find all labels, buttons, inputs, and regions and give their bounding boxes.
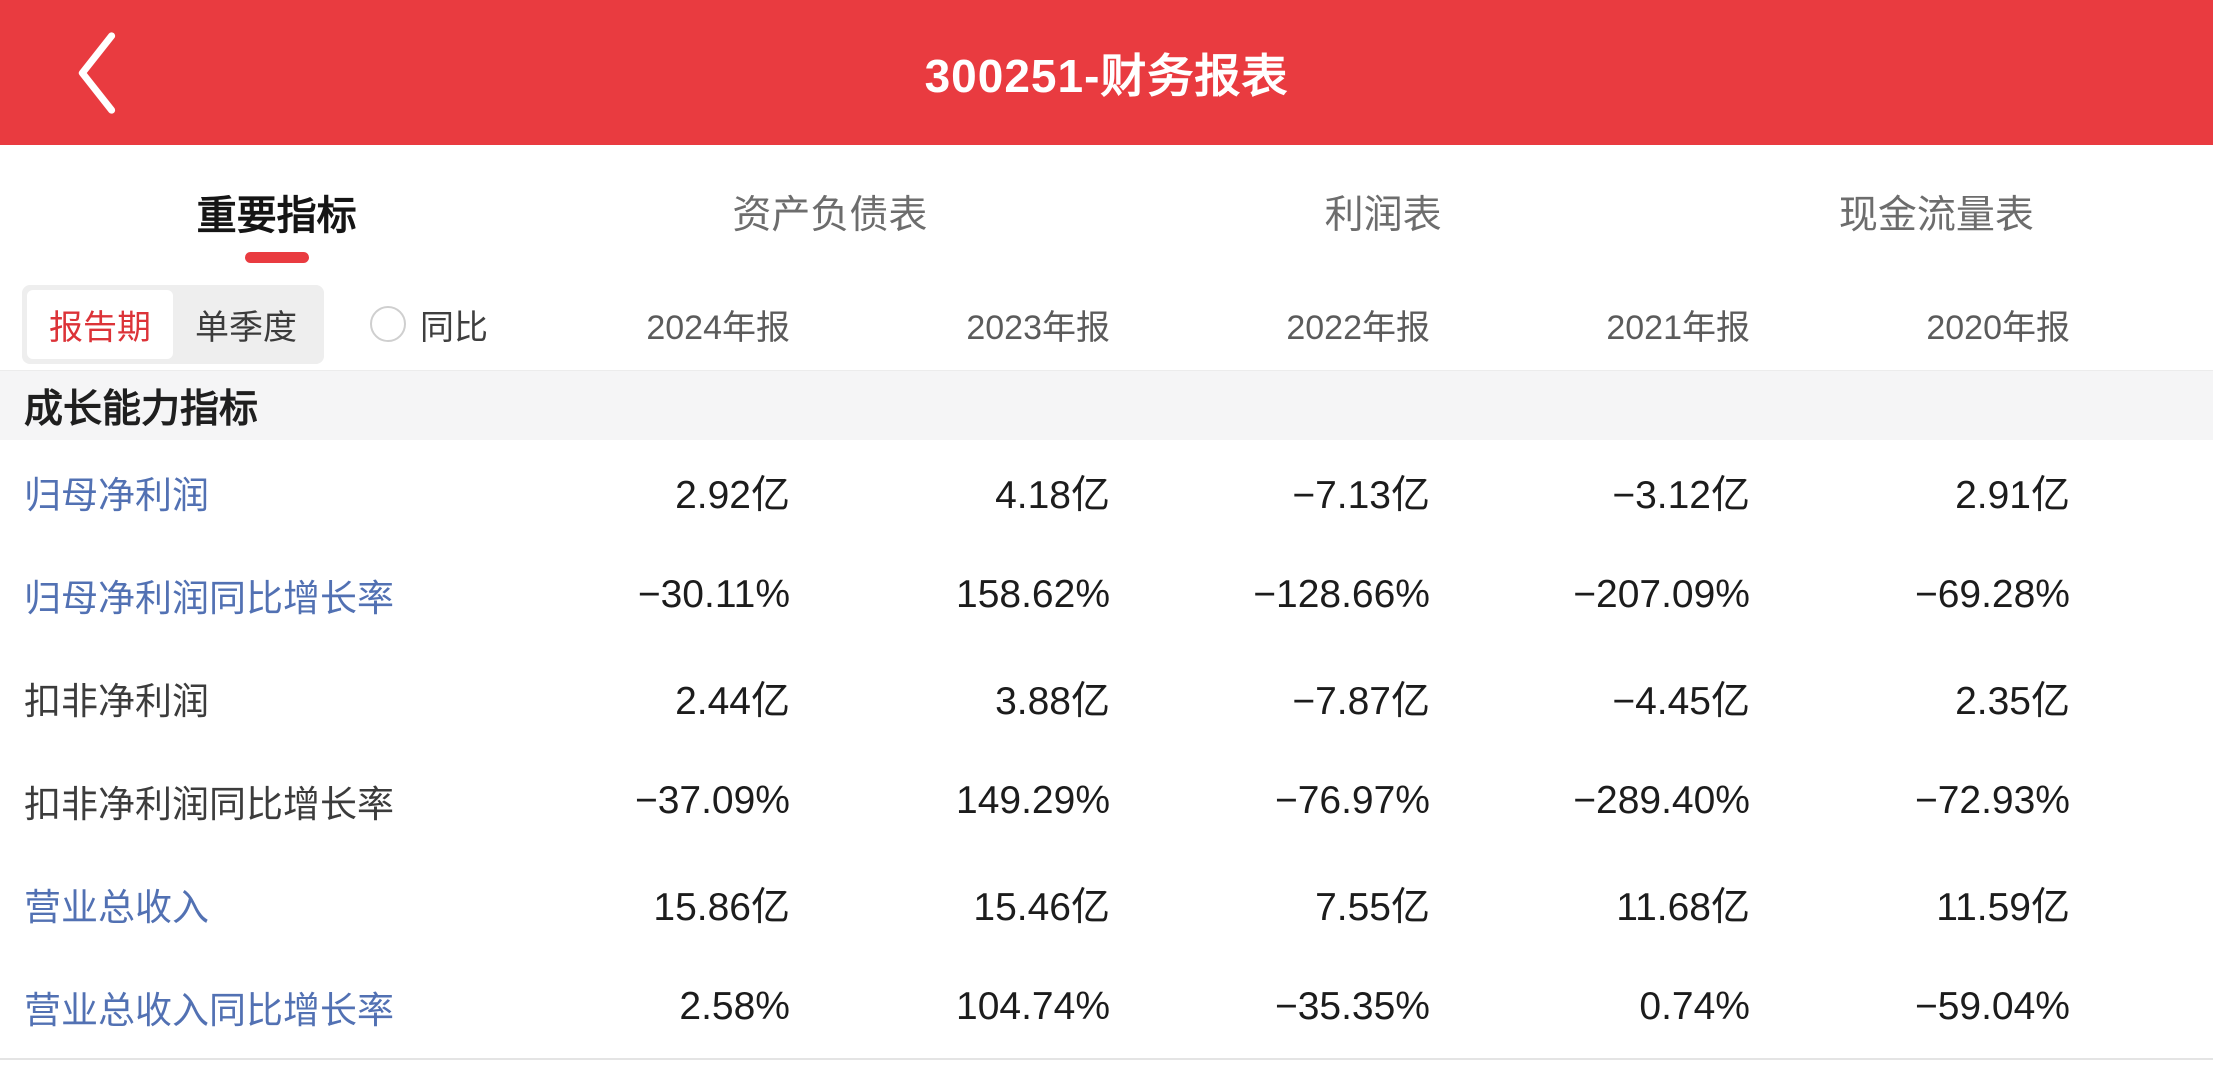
metric-value: −7.87亿: [1292, 679, 1430, 723]
period-segmented-control: 报告期 单季度: [22, 284, 324, 364]
metric-label-net-profit-yoy[interactable]: 归母净利润同比增长率: [24, 577, 394, 619]
metric-value: 104.74%: [956, 984, 1110, 1028]
metric-value: 11.59亿: [1936, 885, 2070, 929]
table-row: 归母净利润 2.92亿 4.18亿 −7.13亿 −3.12亿 2.91亿: [0, 440, 2213, 543]
metric-value: −37.09%: [634, 778, 790, 822]
metric-value: −72.93%: [1914, 778, 2070, 822]
metric-value: −76.97%: [1274, 778, 1430, 822]
metric-value: 7.55亿: [1315, 885, 1430, 929]
metric-value: 3.88亿: [995, 679, 1110, 723]
tab-label: 重要指标: [196, 193, 357, 238]
year-header-2022: 2022年报: [1286, 308, 1430, 347]
metric-value: −289.40%: [1573, 778, 1750, 822]
active-tab-indicator: [244, 252, 309, 263]
tab-balance-sheet[interactable]: 资产负债表: [553, 145, 1106, 278]
year-header-2024: 2024年报: [646, 308, 790, 347]
metric-label-total-revenue[interactable]: 营业总收入: [24, 886, 209, 928]
metric-value: 2.35亿: [1955, 679, 2070, 723]
year-header-2020: 2020年报: [1926, 308, 2070, 347]
filter-row: 报告期 单季度 同比 2024年报 2023年报 2022年报 2021年报 2…: [0, 278, 2213, 370]
table-row: 扣非净利润 2.44亿 3.88亿 −7.87亿 −4.45亿 2.35亿: [0, 646, 2213, 749]
metric-value: −35.35%: [1274, 984, 1430, 1028]
radio-circle-icon: [370, 306, 406, 342]
tab-label: 利润表: [1324, 193, 1442, 237]
metric-value: −30.11%: [637, 572, 790, 616]
tab-key-indicators[interactable]: 重要指标: [0, 145, 553, 278]
metric-value: 15.86亿: [653, 885, 790, 929]
tab-bar: 重要指标 资产负债表 利润表 现金流量表: [0, 145, 2213, 278]
metric-value: 2.92亿: [675, 473, 790, 517]
metric-label-deducted-net-profit-yoy: 扣非净利润同比增长率: [24, 783, 394, 825]
tab-label: 现金流量表: [1838, 193, 2034, 237]
segment-report-period[interactable]: 报告期: [27, 289, 173, 359]
year-header-2023: 2023年报: [966, 308, 1110, 347]
yoy-radio-label: 同比: [420, 308, 488, 347]
metric-value: 158.62%: [956, 572, 1110, 616]
metric-value: −69.28%: [1914, 572, 2070, 616]
metric-value: 15.46亿: [973, 885, 1110, 929]
metric-value: −4.45亿: [1612, 679, 1750, 723]
metric-label-net-profit[interactable]: 归母净利润: [24, 474, 209, 516]
metric-value: 2.91亿: [1955, 473, 2070, 517]
metric-value: −59.04%: [1914, 984, 2070, 1028]
metric-value: 2.44亿: [675, 679, 790, 723]
tab-income-statement[interactable]: 利润表: [1107, 145, 1660, 278]
metric-value: 11.68亿: [1616, 885, 1750, 929]
tab-cash-flow[interactable]: 现金流量表: [1660, 145, 2213, 278]
metric-value: 149.29%: [956, 778, 1110, 822]
metric-value: −3.12亿: [1612, 473, 1750, 517]
metric-value: −128.66%: [1253, 572, 1430, 616]
app-header: 300251-财务报表: [0, 0, 2213, 145]
metric-value: 0.74%: [1639, 984, 1750, 1028]
table-row: 营业总收入 15.86亿 15.46亿 7.55亿 11.68亿 11.59亿: [0, 852, 2213, 955]
metric-label-deducted-net-profit: 扣非净利润: [24, 680, 209, 722]
tab-label: 资产负债表: [732, 193, 928, 237]
metric-value: −7.13亿: [1292, 473, 1430, 517]
year-header-2021: 2021年报: [1606, 308, 1750, 347]
segment-single-quarter[interactable]: 单季度: [195, 308, 297, 347]
table-row: 扣非净利润同比增长率 −37.09% 149.29% −76.97% −289.…: [0, 749, 2213, 852]
metric-value: 4.18亿: [995, 473, 1110, 517]
table-row: 营业总收入同比增长率 2.58% 104.74% −35.35% 0.74% −…: [0, 955, 2213, 1058]
table-row: 归母净利润同比增长率 −30.11% 158.62% −128.66% −207…: [0, 543, 2213, 646]
metric-value: −207.09%: [1573, 572, 1750, 616]
filter-controls: 报告期 单季度 同比: [0, 284, 488, 364]
yoy-radio-toggle[interactable]: 同比: [370, 300, 488, 349]
page-title: 300251-财务报表: [924, 49, 1289, 102]
metric-label-total-revenue-yoy[interactable]: 营业总收入同比增长率: [24, 989, 394, 1031]
bottom-divider: [0, 1058, 2213, 1060]
back-chevron-icon: [78, 31, 116, 114]
section-title: 成长能力指标: [24, 387, 259, 431]
section-header-growth-ability: 成长能力指标: [0, 370, 2213, 440]
back-button[interactable]: [48, 0, 144, 145]
metric-value: 2.58%: [679, 984, 790, 1028]
